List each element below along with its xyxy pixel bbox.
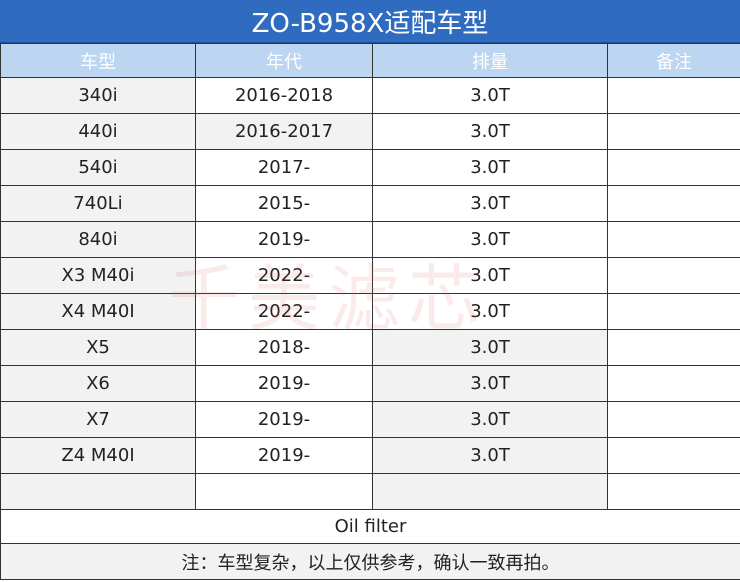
header-model: 车型 [0, 43, 196, 78]
header-years: 年代 [195, 43, 373, 78]
table-row: X3 M40i 2022- 3.0T [0, 257, 740, 294]
cell-years: 2019- [195, 401, 373, 438]
cell-model: 540i [0, 149, 196, 186]
cell-years: 2019- [195, 365, 373, 402]
cell-displacement: 3.0T [372, 149, 608, 186]
cell-years [195, 473, 373, 510]
table-row: X5 2018- 3.0T [0, 329, 740, 366]
cell-note [607, 401, 740, 438]
cell-note [607, 293, 740, 330]
cell-model: X5 [0, 329, 196, 366]
cell-displacement: 3.0T [372, 293, 608, 330]
cell-displacement: 3.0T [372, 329, 608, 366]
cell-note [607, 437, 740, 474]
cell-note [607, 473, 740, 510]
cell-displacement: 3.0T [372, 365, 608, 402]
cell-model: 440i [0, 113, 196, 150]
footnote: 注：车型复杂，以上仅供参考，确认一致再拍。 [0, 543, 740, 580]
table-row: 840i 2019- 3.0T [0, 221, 740, 258]
cell-model: 340i [0, 77, 196, 114]
cell-note [607, 365, 740, 402]
cell-model: X3 M40i [0, 257, 196, 294]
cell-years: 2017- [195, 149, 373, 186]
header-row: 车型 年代 排量 备注 [0, 43, 740, 78]
cell-model: X6 [0, 365, 196, 402]
cell-model: 840i [0, 221, 196, 258]
sheet-title: ZO-B958X适配车型 [0, 0, 740, 43]
table-row: 540i 2017- 3.0T [0, 149, 740, 186]
cell-model [0, 473, 196, 510]
cell-years: 2016-2017 [195, 113, 373, 150]
product-type-row: Oil filter [0, 509, 740, 544]
table-row: X7 2019- 3.0T [0, 401, 740, 438]
cell-years: 2019- [195, 221, 373, 258]
cell-note [607, 221, 740, 258]
cell-note [607, 113, 740, 150]
cell-displacement: 3.0T [372, 77, 608, 114]
cell-note [607, 185, 740, 222]
cell-model: Z4 M40I [0, 437, 196, 474]
cell-model: X4 M40I [0, 293, 196, 330]
cell-years: 2022- [195, 257, 373, 294]
cell-note [607, 77, 740, 114]
cell-years: 2016-2018 [195, 77, 373, 114]
table-row: 440i 2016-2017 3.0T [0, 113, 740, 150]
cell-displacement: 3.0T [372, 113, 608, 150]
cell-displacement: 3.0T [372, 257, 608, 294]
footnote-row: 注：车型复杂，以上仅供参考，确认一致再拍。 [0, 543, 740, 580]
cell-note [607, 149, 740, 186]
cell-note [607, 257, 740, 294]
cell-note [607, 329, 740, 366]
compatibility-table: 车型 年代 排量 备注 340i 2016-2018 3.0T 440i 201… [0, 43, 740, 580]
cell-years: 2018- [195, 329, 373, 366]
product-type: Oil filter [0, 509, 740, 544]
cell-displacement: 3.0T [372, 185, 608, 222]
cell-displacement [372, 473, 608, 510]
table-row: X4 M40I 2022- 3.0T [0, 293, 740, 330]
table-row: Z4 M40I 2019- 3.0T [0, 437, 740, 474]
cell-model: 740Li [0, 185, 196, 222]
header-note: 备注 [607, 43, 740, 78]
table-row [0, 473, 740, 510]
table-row: X6 2019- 3.0T [0, 365, 740, 402]
table-row: 340i 2016-2018 3.0T [0, 77, 740, 114]
cell-years: 2019- [195, 437, 373, 474]
cell-years: 2022- [195, 293, 373, 330]
cell-displacement: 3.0T [372, 437, 608, 474]
cell-displacement: 3.0T [372, 401, 608, 438]
cell-model: X7 [0, 401, 196, 438]
cell-years: 2015- [195, 185, 373, 222]
cell-displacement: 3.0T [372, 221, 608, 258]
header-displacement: 排量 [372, 43, 608, 78]
table-row: 740Li 2015- 3.0T [0, 185, 740, 222]
